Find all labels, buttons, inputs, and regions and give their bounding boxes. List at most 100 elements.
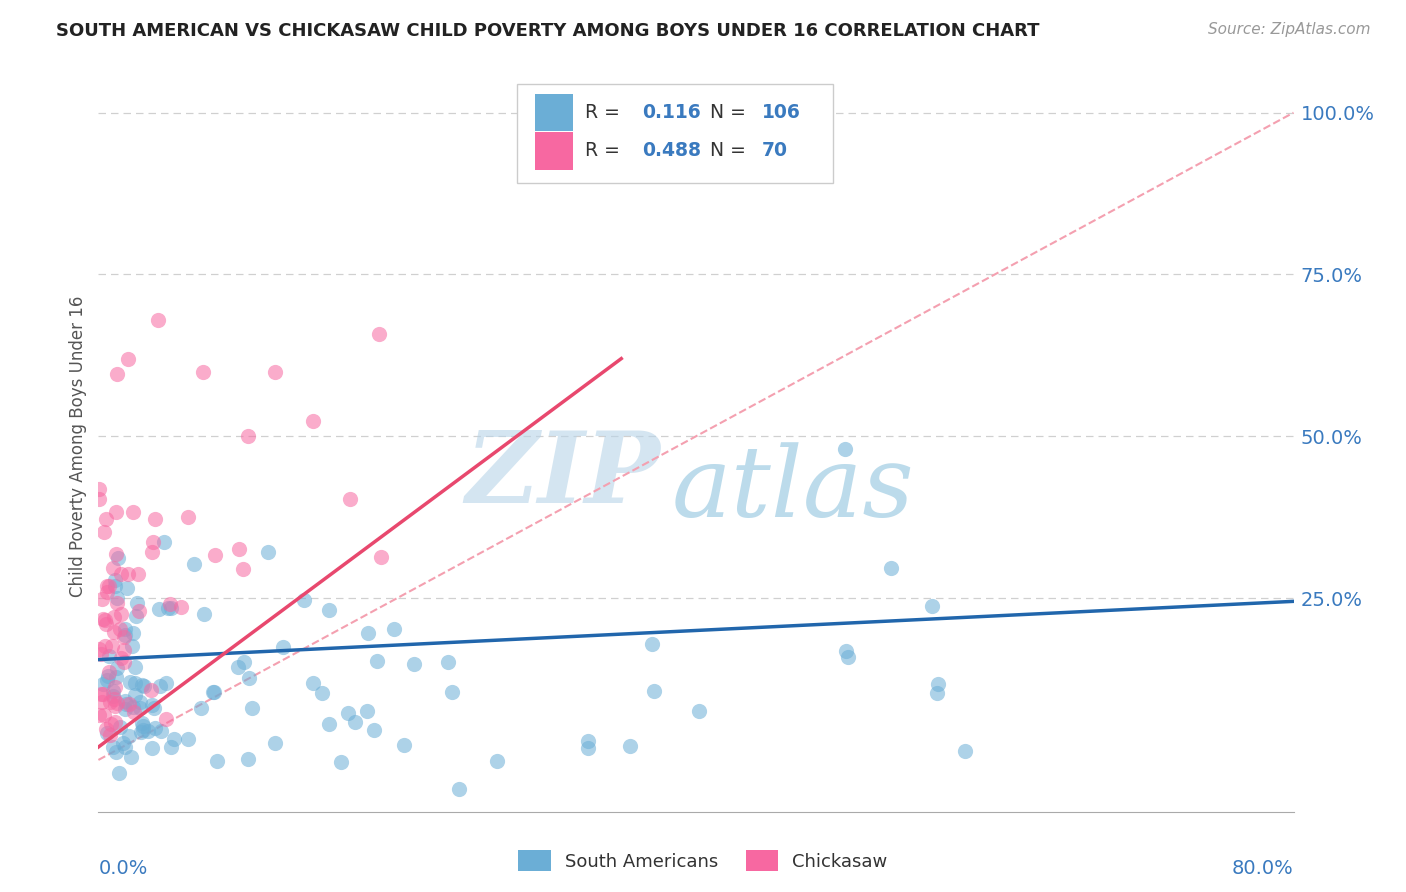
Point bbox=[103, 610, 125, 624]
Point bbox=[688, 705, 710, 719]
Point bbox=[89, 491, 111, 506]
Point bbox=[142, 535, 165, 549]
Point bbox=[202, 685, 225, 699]
Text: N =: N = bbox=[710, 141, 747, 161]
Point bbox=[101, 690, 124, 704]
Point bbox=[100, 717, 122, 731]
Point bbox=[619, 739, 641, 754]
Point bbox=[302, 675, 325, 690]
Point bbox=[330, 755, 353, 769]
Point bbox=[404, 657, 426, 672]
Point bbox=[336, 706, 359, 720]
Point bbox=[148, 602, 170, 616]
Point bbox=[104, 714, 127, 729]
Point bbox=[105, 505, 128, 519]
Point bbox=[110, 651, 132, 665]
Point bbox=[141, 741, 163, 756]
Text: 106: 106 bbox=[762, 103, 800, 122]
Point bbox=[641, 636, 664, 650]
Point bbox=[105, 368, 128, 382]
Point bbox=[366, 654, 388, 668]
Point bbox=[104, 573, 127, 587]
Point bbox=[953, 744, 976, 758]
Point bbox=[96, 579, 118, 593]
Point bbox=[93, 525, 115, 540]
Point bbox=[143, 722, 166, 736]
Point bbox=[834, 442, 856, 457]
Point bbox=[190, 701, 212, 715]
Point bbox=[114, 702, 136, 716]
Point bbox=[101, 739, 124, 754]
Point bbox=[202, 685, 225, 699]
Point bbox=[170, 600, 193, 615]
Point bbox=[118, 729, 141, 743]
Point bbox=[108, 720, 131, 734]
Point bbox=[90, 695, 112, 709]
Point bbox=[94, 639, 117, 653]
Text: 80.0%: 80.0% bbox=[1232, 859, 1294, 879]
Point bbox=[485, 754, 508, 768]
Point bbox=[204, 548, 226, 562]
Point bbox=[98, 665, 121, 680]
Point bbox=[97, 669, 120, 683]
Point bbox=[139, 682, 162, 697]
Point bbox=[160, 740, 183, 755]
Point bbox=[233, 655, 256, 669]
Point bbox=[103, 691, 125, 706]
Point bbox=[121, 505, 143, 519]
Point bbox=[160, 601, 183, 615]
Point bbox=[93, 707, 115, 722]
Text: R =: R = bbox=[585, 141, 626, 161]
Point bbox=[104, 680, 127, 694]
Point bbox=[236, 752, 259, 766]
Point bbox=[104, 699, 127, 714]
Point bbox=[87, 707, 110, 722]
Point bbox=[120, 750, 142, 764]
Point bbox=[921, 599, 943, 613]
Point bbox=[100, 640, 122, 654]
Point bbox=[115, 697, 138, 711]
Point bbox=[110, 607, 132, 622]
Point bbox=[91, 677, 114, 691]
Text: 0.488: 0.488 bbox=[643, 141, 702, 161]
Point bbox=[112, 630, 135, 644]
Point bbox=[257, 545, 280, 559]
Text: 70: 70 bbox=[762, 141, 787, 161]
Text: Source: ZipAtlas.com: Source: ZipAtlas.com bbox=[1208, 22, 1371, 37]
Text: N =: N = bbox=[710, 103, 747, 122]
Point bbox=[121, 700, 143, 714]
Point bbox=[143, 700, 166, 714]
Point bbox=[96, 585, 118, 599]
Point bbox=[91, 592, 114, 607]
FancyBboxPatch shape bbox=[534, 132, 572, 169]
Point bbox=[226, 659, 249, 673]
Y-axis label: Child Poverty Among Boys Under 16: Child Poverty Among Boys Under 16 bbox=[69, 295, 87, 597]
Point bbox=[131, 716, 153, 731]
Point bbox=[128, 604, 150, 618]
Point bbox=[90, 687, 112, 701]
Point bbox=[96, 725, 118, 739]
Point bbox=[127, 596, 149, 610]
Point bbox=[98, 649, 121, 664]
Point bbox=[236, 429, 259, 443]
Point bbox=[311, 686, 333, 700]
Point bbox=[114, 622, 136, 636]
Point bbox=[141, 545, 163, 559]
Point bbox=[94, 617, 117, 632]
Point bbox=[87, 482, 110, 496]
Point bbox=[238, 671, 260, 685]
Point bbox=[110, 566, 132, 581]
Point bbox=[835, 644, 858, 658]
Text: ZIP: ZIP bbox=[465, 427, 661, 524]
Point bbox=[96, 673, 118, 688]
Point bbox=[91, 687, 114, 701]
Point bbox=[159, 598, 181, 612]
Point bbox=[363, 723, 385, 738]
Legend: South Americans, Chickasaw: South Americans, Chickasaw bbox=[510, 843, 896, 879]
Point bbox=[104, 670, 127, 684]
Point bbox=[98, 695, 121, 709]
Point bbox=[318, 603, 340, 617]
Point bbox=[264, 365, 287, 379]
Point bbox=[131, 678, 153, 692]
Point bbox=[155, 676, 177, 690]
